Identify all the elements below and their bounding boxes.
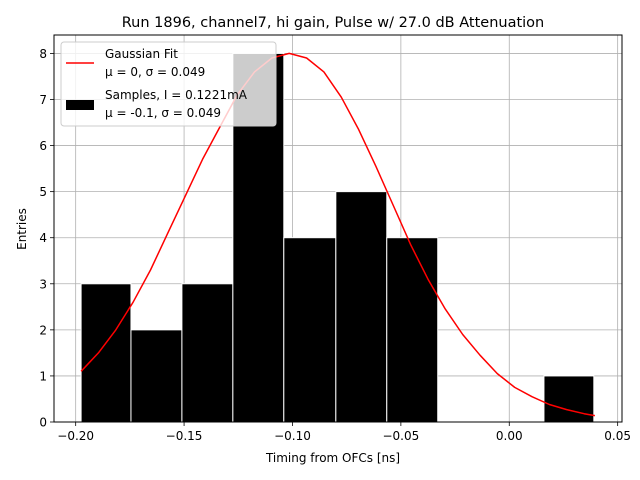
legend-samples-stats: μ = -0.1, σ = 0.049 [105, 106, 221, 120]
legend-samples-label: Samples, I = 0.1221mA [105, 88, 248, 102]
y-tick-label: 5 [39, 185, 47, 199]
legend-fit-stats: μ = 0, σ = 0.049 [105, 65, 205, 79]
y-axis-label: Entries [15, 208, 29, 250]
histogram-bar-9 [543, 375, 595, 423]
y-tick-label: 4 [39, 231, 47, 245]
y-tick-label: 2 [39, 323, 47, 337]
x-tick-label: 0.00 [496, 429, 523, 443]
x-tick-label: −0.15 [166, 429, 203, 443]
plot-frame [53, 34, 623, 423]
legend-samples-swatch [66, 100, 94, 110]
gaussian-fit-line [80, 52, 596, 417]
legend-fit-label: Gaussian Fit [105, 47, 178, 61]
histogram-bar-4 [283, 237, 337, 423]
histogram-bar-6 [386, 237, 439, 423]
y-tick-label: 6 [39, 139, 47, 153]
histogram-bar-5 [335, 191, 388, 423]
fit-line-group [80, 52, 596, 417]
x-tick-label: −0.10 [274, 429, 311, 443]
y-axis-ticks: 0 1 2 3 4 5 6 7 8 [39, 47, 54, 430]
y-tick-label: 8 [39, 47, 47, 61]
y-tick-label: 0 [39, 416, 47, 430]
histogram-bar-1 [130, 329, 183, 423]
chart-title: Run 1896, channel7, hi gain, Pulse w/ 27… [122, 15, 545, 31]
histogram-bar-0 [80, 283, 132, 423]
histogram-bar-2 [181, 283, 234, 423]
x-axis-ticks: −0.20 −0.15 −0.10 −0.05 0.00 0.05 [57, 422, 631, 443]
x-tick-label: −0.20 [57, 429, 94, 443]
y-tick-label: 3 [39, 277, 47, 291]
legend: Gaussian Fit μ = 0, σ = 0.049 Samples, I… [60, 41, 277, 127]
y-tick-label: 7 [39, 93, 47, 107]
x-axis-label: Timing from OFCs [ns] [265, 451, 400, 465]
x-tick-label: −0.05 [382, 429, 419, 443]
x-tick-label: 0.05 [604, 429, 631, 443]
y-tick-label: 1 [39, 369, 47, 383]
histogram-bars [80, 52, 595, 423]
legend-box [60, 41, 277, 127]
